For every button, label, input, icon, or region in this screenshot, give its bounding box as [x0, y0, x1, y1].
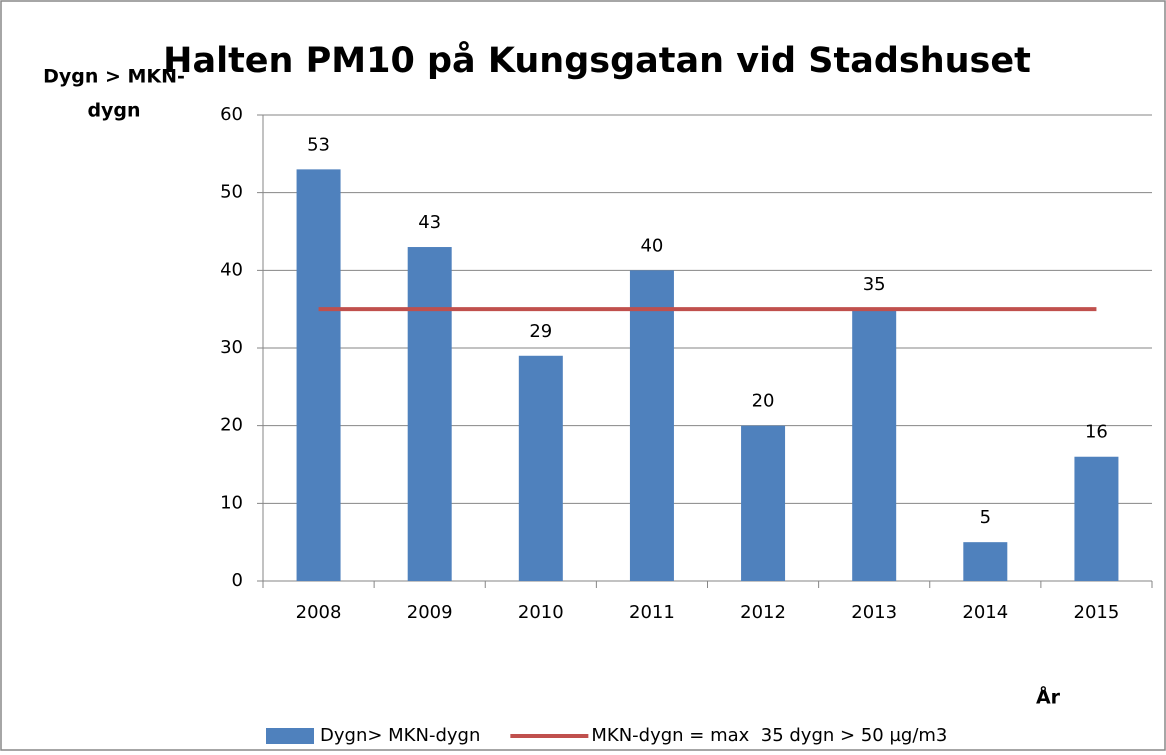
bar — [629, 270, 674, 581]
data-label: 5 — [980, 507, 991, 528]
y-tick-label: 20 — [220, 415, 243, 436]
x-axis-label: År — [1036, 685, 1061, 709]
data-label: 43 — [418, 212, 441, 233]
data-label: 20 — [752, 391, 775, 412]
bar — [852, 309, 897, 581]
x-tick-label: 2010 — [518, 602, 564, 623]
x-tick-label: 2014 — [962, 602, 1008, 623]
legend-label: Dygn> MKN-dygn — [320, 725, 480, 746]
bar — [1074, 456, 1119, 581]
data-label: 40 — [640, 235, 663, 256]
chart-title: Halten PM10 på Kungsgatan vid Stadshuset — [163, 40, 1031, 81]
bar — [963, 542, 1008, 581]
x-tick-label: 2012 — [740, 602, 786, 623]
bar — [296, 169, 341, 581]
x-tick-label: 2013 — [851, 602, 897, 623]
legend-swatch — [266, 728, 314, 744]
y-axis-label: Dygn > MKN- — [43, 66, 185, 88]
x-tick-label: 2009 — [407, 602, 453, 623]
bar — [518, 355, 563, 581]
y-tick-label: 0 — [232, 570, 243, 591]
data-label: 35 — [863, 274, 886, 295]
x-tick-label: 2011 — [629, 602, 675, 623]
data-label: 16 — [1085, 422, 1108, 443]
y-axis-label: dygn — [87, 100, 140, 122]
y-tick-label: 40 — [220, 259, 243, 280]
y-tick-label: 30 — [220, 337, 243, 358]
x-tick-label: 2015 — [1074, 602, 1120, 623]
bar — [407, 247, 452, 582]
bar — [741, 425, 786, 581]
data-label: 29 — [529, 321, 552, 342]
legend-label: MKN-dygn = max 35 dygn > 50 µg/m3 — [591, 725, 947, 746]
y-tick-label: 50 — [220, 182, 243, 203]
x-tick-label: 2008 — [296, 602, 342, 623]
data-label: 53 — [307, 134, 330, 155]
y-tick-label: 10 — [220, 492, 243, 513]
y-tick-label: 60 — [220, 104, 243, 125]
